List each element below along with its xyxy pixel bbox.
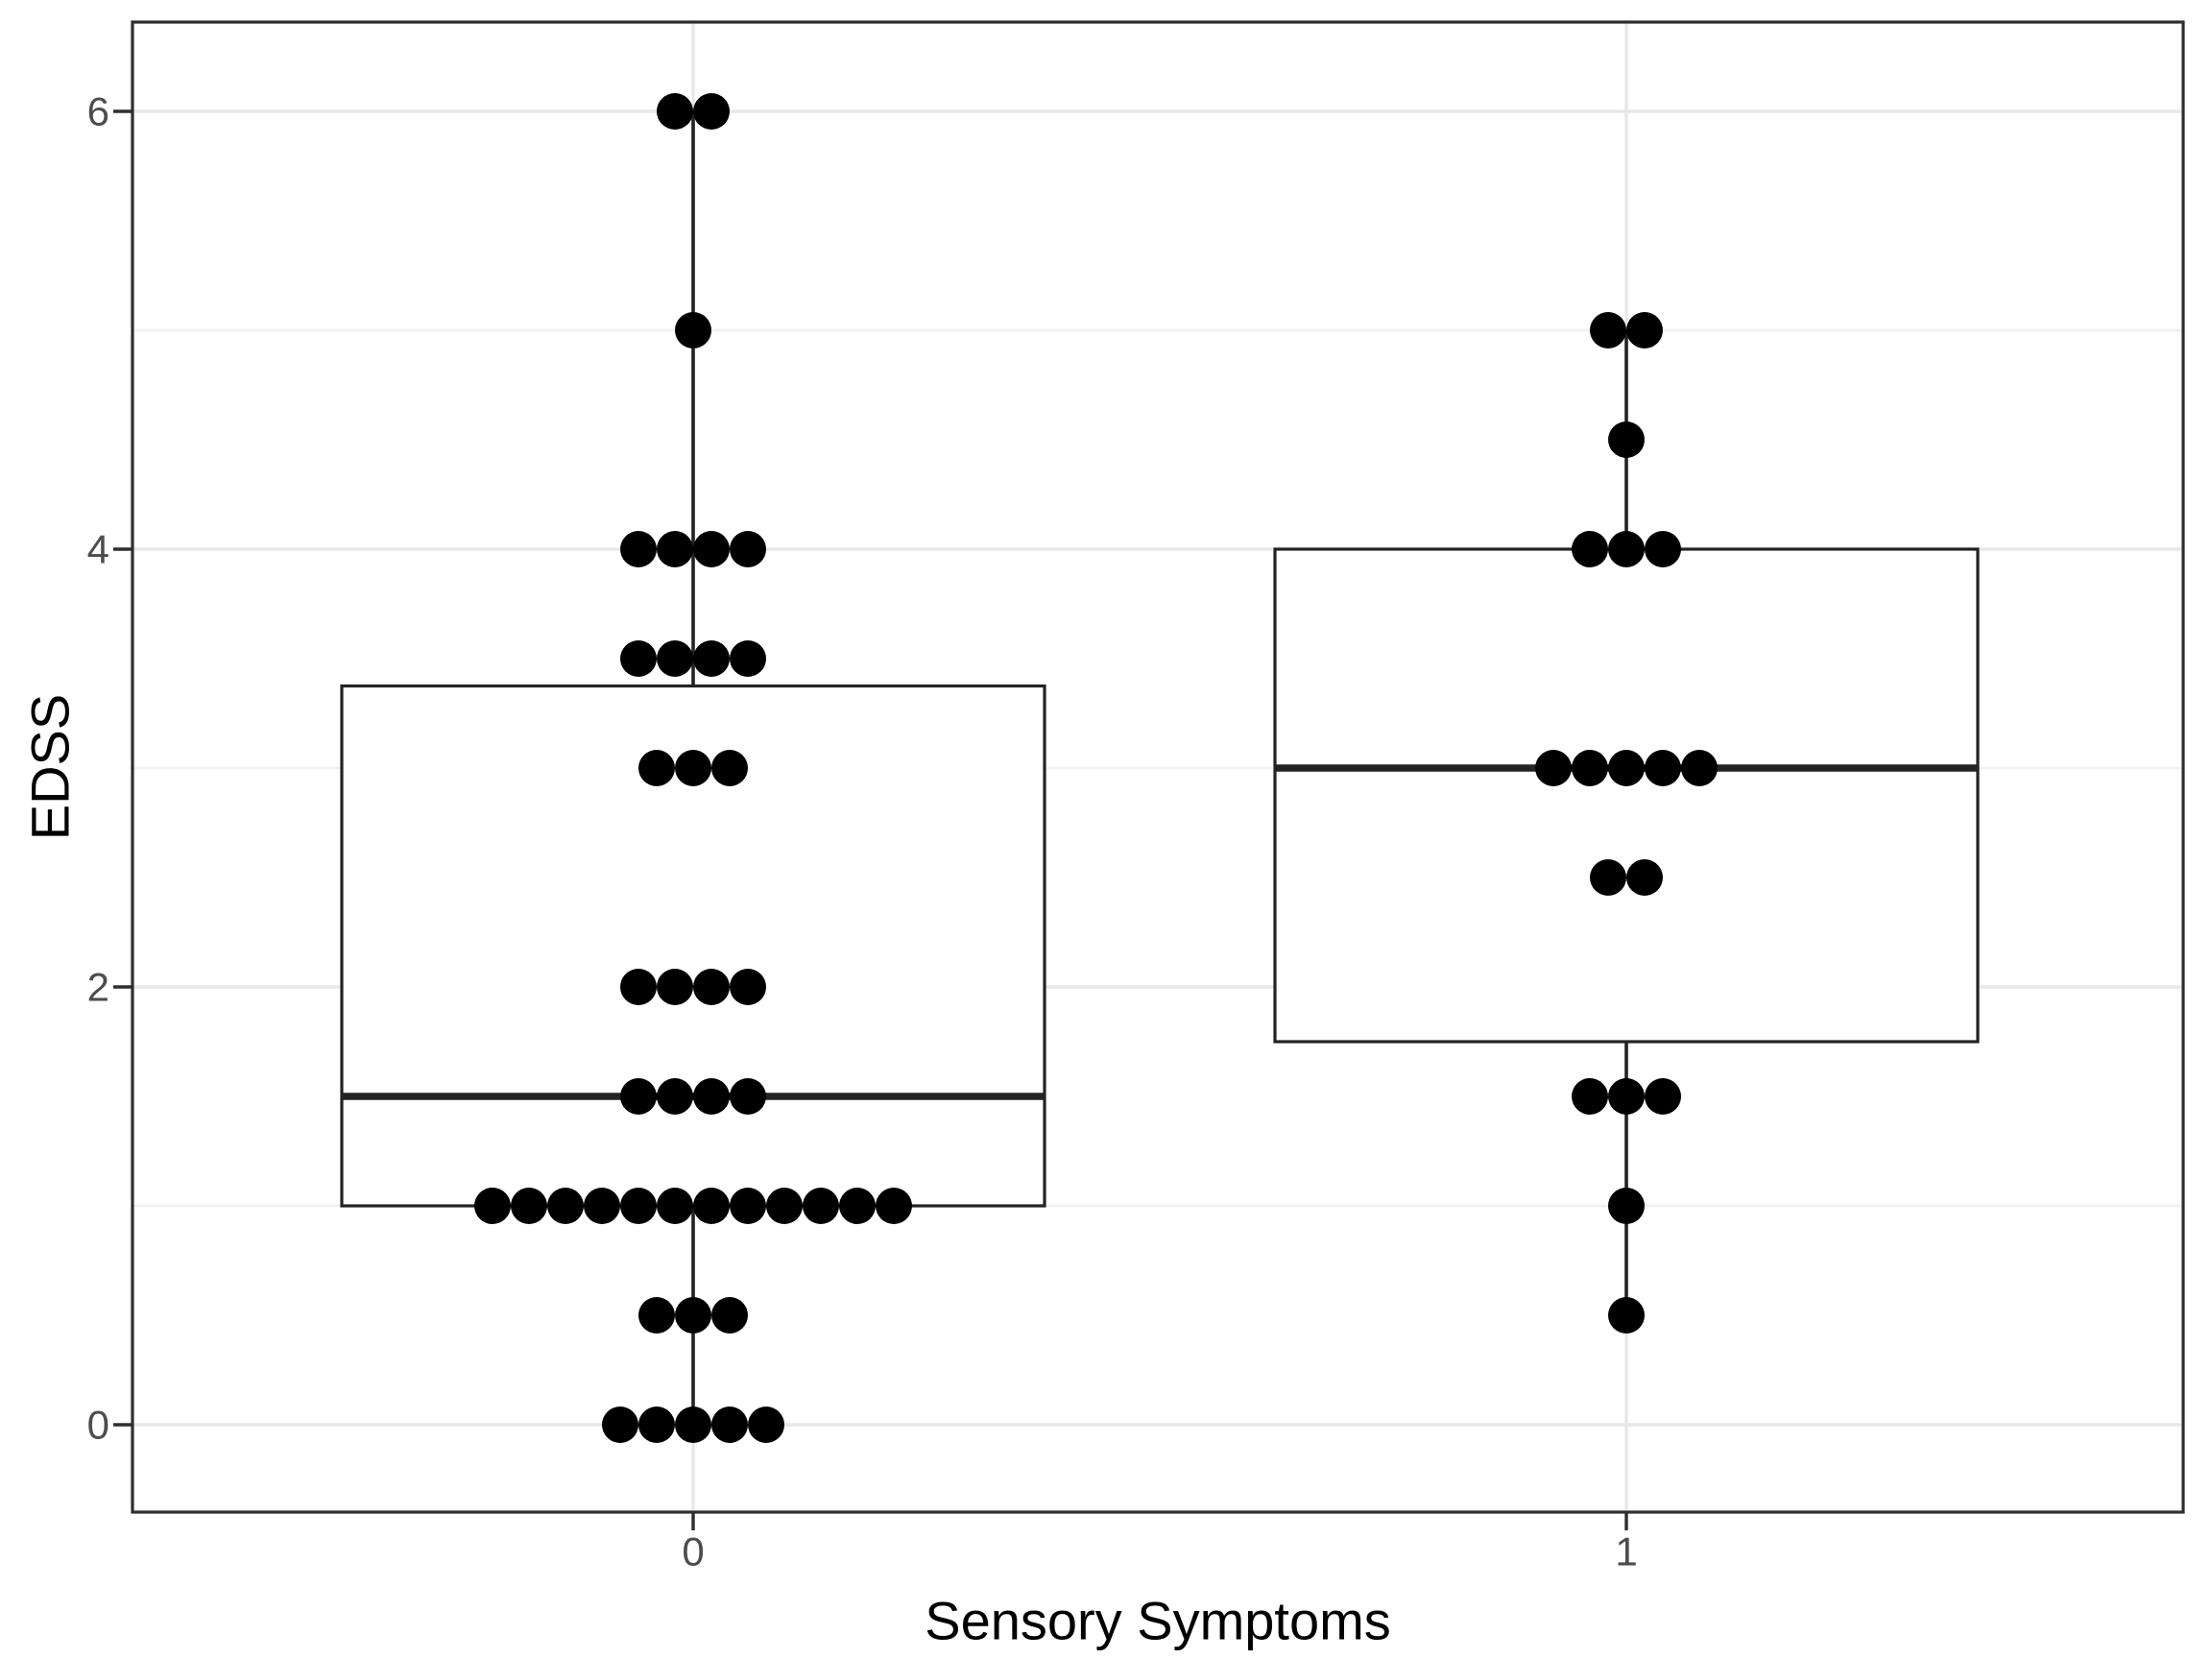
- data-dot: [1626, 859, 1663, 896]
- data-dot: [1572, 750, 1608, 786]
- data-dot: [803, 1188, 839, 1224]
- data-dot: [638, 1297, 675, 1334]
- data-dot: [657, 93, 693, 130]
- data-dot: [1608, 1188, 1645, 1224]
- data-dot: [693, 1078, 730, 1115]
- data-dot: [638, 750, 675, 786]
- data-dot: [693, 1188, 730, 1224]
- data-dot: [693, 531, 730, 567]
- box-and-dot-geoms: [340, 93, 1980, 1443]
- data-dot: [657, 969, 693, 1005]
- data-dot: [1626, 312, 1663, 349]
- data-dot: [876, 1188, 912, 1224]
- data-dot: [693, 640, 730, 677]
- data-dot: [1608, 421, 1645, 458]
- data-dot: [620, 531, 657, 567]
- axis-tick-marks: [113, 109, 1628, 1530]
- data-dot: [620, 1078, 657, 1115]
- data-dot: [547, 1188, 584, 1224]
- x-tick-label-group1: 1: [1615, 1529, 1637, 1575]
- plot-panel-border: [131, 20, 2185, 1514]
- data-dot: [839, 1188, 876, 1224]
- data-dot: [584, 1188, 620, 1224]
- data-dot: [1645, 1078, 1681, 1115]
- data-dot: [1608, 531, 1645, 567]
- data-dot: [711, 1297, 748, 1334]
- x-axis-title: Sensory Symptoms: [925, 1591, 1391, 1651]
- data-dot: [657, 1188, 693, 1224]
- data-dot: [1645, 750, 1681, 786]
- data-dot: [638, 1407, 675, 1443]
- data-dot: [748, 1407, 784, 1443]
- y-tick-label-0: 0: [87, 1403, 109, 1448]
- data-dot: [1590, 859, 1626, 896]
- data-dot: [1572, 1078, 1608, 1115]
- data-dot: [730, 1078, 766, 1115]
- data-dot: [657, 531, 693, 567]
- data-dot: [675, 1407, 711, 1443]
- data-dot: [730, 969, 766, 1005]
- data-dot: [620, 640, 657, 677]
- data-dot: [693, 93, 730, 130]
- data-dot: [1590, 312, 1626, 349]
- data-dot: [602, 1407, 638, 1443]
- data-dot: [1608, 1078, 1645, 1115]
- y-axis-title: EDSS: [20, 694, 81, 841]
- data-dot: [730, 531, 766, 567]
- y-tick-label-4: 4: [87, 527, 109, 572]
- data-dot: [693, 969, 730, 1005]
- data-dot: [1535, 750, 1572, 786]
- data-dot: [511, 1188, 547, 1224]
- y-tick-label-6: 6: [87, 89, 109, 134]
- boxplot-box-group1: [1273, 547, 1980, 1044]
- data-dot: [1608, 1297, 1645, 1334]
- data-dot: [730, 1188, 766, 1224]
- data-dot: [675, 1297, 711, 1334]
- data-dot: [620, 969, 657, 1005]
- data-dot: [657, 1078, 693, 1115]
- data-dot: [1645, 531, 1681, 567]
- data-dot: [657, 640, 693, 677]
- data-dot: [474, 1188, 511, 1224]
- data-dot: [711, 750, 748, 786]
- data-dot: [1681, 750, 1718, 786]
- y-tick-label-2: 2: [87, 965, 109, 1010]
- data-dot: [675, 312, 711, 349]
- data-dot: [1608, 750, 1645, 786]
- data-dot: [675, 750, 711, 786]
- data-dot: [1572, 531, 1608, 567]
- data-dot: [730, 640, 766, 677]
- data-dot: [711, 1407, 748, 1443]
- x-tick-label-group0: 0: [682, 1529, 704, 1575]
- data-dot: [766, 1188, 803, 1224]
- data-dot: [620, 1188, 657, 1224]
